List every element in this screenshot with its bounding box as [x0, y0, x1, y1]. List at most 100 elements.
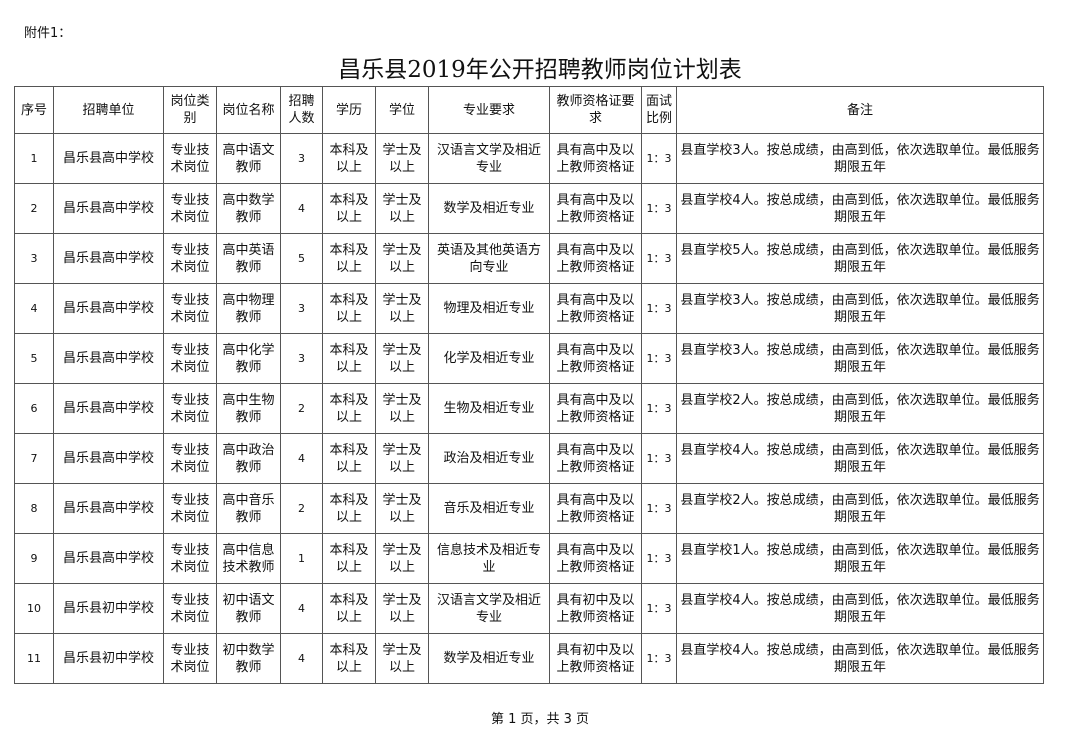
table-cell: 县直学校1人。按总成绩，由高到低，依次选取单位。最低服务期限五年: [676, 533, 1044, 584]
column-header: 学位: [375, 86, 429, 134]
table-row: 2 昌乐县高中学校 专业技术岗位 高中数学教师 4 本科及以上 学士及以上 数学及相近专业 具有…: [14, 183, 1044, 234]
table-cell: 汉语言文学及相近专业: [428, 133, 550, 184]
table-cell: 专业技术岗位: [163, 433, 217, 484]
column-header: 学历: [322, 86, 376, 134]
table-cell: 县直学校3人。按总成绩，由高到低，依次选取单位。最低服务期限五年: [676, 333, 1044, 384]
table-cell: 音乐及相近专业: [428, 483, 550, 534]
table-cell: 高中数学教师: [216, 183, 281, 234]
table-cell: 1：3: [641, 533, 677, 584]
table-cell: 学士及以上: [375, 483, 429, 534]
table-cell: 高中信息技术教师: [216, 533, 281, 584]
table-cell: 4: [280, 433, 323, 484]
table-cell: 专业技术岗位: [163, 183, 217, 234]
table-cell: 4: [280, 583, 323, 634]
table-cell: 物理及相近专业: [428, 283, 550, 334]
table-cell: 昌乐县高中学校: [53, 233, 164, 284]
table-row: 5 昌乐县高中学校 专业技术岗位 高中化学教师 3 本科及以上 学士及以上 化学及相近专业 具有…: [14, 333, 1044, 384]
table-cell: 高中语文教师: [216, 133, 281, 184]
table-row: 10 昌乐县初中学校 专业技术岗位 初中语文教师 4 本科及以上 学士及以上 汉语言文学及相近…: [14, 583, 1044, 634]
table-cell: 学士及以上: [375, 133, 429, 184]
table-cell: 本科及以上: [322, 483, 376, 534]
table-cell: 高中化学教师: [216, 333, 281, 384]
table-cell: 数学及相近专业: [428, 633, 550, 684]
table-cell: 数学及相近专业: [428, 183, 550, 234]
table-cell: 具有高中及以上教师资格证: [549, 283, 642, 334]
table-cell: 1：3: [641, 633, 677, 684]
table-cell: 初中语文教师: [216, 583, 281, 634]
table-cell: 学士及以上: [375, 583, 429, 634]
table-cell: 5: [280, 233, 323, 284]
table-cell: 初中数学教师: [216, 633, 281, 684]
table-cell: 1：3: [641, 233, 677, 284]
table-cell: 本科及以上: [322, 133, 376, 184]
table-cell: 学士及以上: [375, 233, 429, 284]
table-cell: 县直学校3人。按总成绩，由高到低，依次选取单位。最低服务期限五年: [676, 133, 1044, 184]
column-header: 岗位类别: [163, 86, 217, 134]
column-header: 备注: [676, 86, 1044, 134]
table-row: 9 昌乐县高中学校 专业技术岗位 高中信息技术教师 1 本科及以上 学士及以上 信息技术及相近…: [14, 533, 1044, 584]
table-cell: 本科及以上: [322, 533, 376, 584]
column-header: 专业要求: [428, 86, 550, 134]
table-cell: 昌乐县初中学校: [53, 633, 164, 684]
column-header: 招聘人数: [280, 86, 323, 134]
table-cell: 昌乐县初中学校: [53, 583, 164, 634]
table-cell: 县直学校4人。按总成绩，由高到低，依次选取单位。最低服务期限五年: [676, 633, 1044, 684]
column-header: 岗位名称: [216, 86, 281, 134]
table-row: 11 昌乐县初中学校 专业技术岗位 初中数学教师 4 本科及以上 学士及以上 数学及相近专业具…: [14, 633, 1044, 684]
table-cell: 汉语言文学及相近专业: [428, 583, 550, 634]
table-row: 6 昌乐县高中学校 专业技术岗位 高中生物教师 2 本科及以上 学士及以上 生物及相近专业 具有…: [14, 383, 1044, 434]
page-title: 昌乐县2019年公开招聘教师岗位计划表: [338, 57, 742, 83]
table-cell: 学士及以上: [375, 533, 429, 584]
header-row: 序号 招聘单位 岗位类别 岗位名称 招聘人数 学历 学位 专业要求 教师资格证要求 面试比例 备注: [14, 86, 1044, 134]
table-cell: 学士及以上: [375, 383, 429, 434]
table-cell: 高中音乐教师: [216, 483, 281, 534]
table-cell: 1：3: [641, 383, 677, 434]
table-cell: 3: [280, 133, 323, 184]
attachment-label: 附件1：: [24, 26, 72, 41]
table-cell: 本科及以上: [322, 333, 376, 384]
table-cell: 10: [14, 583, 54, 634]
column-header: 序号: [14, 86, 54, 134]
table-cell: 生物及相近专业: [428, 383, 550, 434]
table-cell: 高中生物教师: [216, 383, 281, 434]
table-cell: 高中政治教师: [216, 433, 281, 484]
table-cell: 县直学校4人。按总成绩，由高到低，依次选取单位。最低服务期限五年: [676, 583, 1044, 634]
table-cell: 具有高中及以上教师资格证: [549, 183, 642, 234]
table-cell: 5: [14, 333, 54, 384]
table-cell: 11: [14, 633, 54, 684]
table-cell: 3: [280, 333, 323, 384]
table-cell: 本科及以上: [322, 233, 376, 284]
table-cell: 具有高中及以上教师资格证: [549, 333, 642, 384]
table-row: 7 昌乐县高中学校 专业技术岗位 高中政治教师 4 本科及以上 学士及以上 政治及相近专业 具有…: [14, 433, 1044, 484]
table-cell: 4: [14, 283, 54, 334]
table-cell: 县直学校2人。按总成绩，由高到低，依次选取单位。最低服务期限五年: [676, 383, 1044, 434]
table-cell: 2: [14, 183, 54, 234]
table-cell: 本科及以上: [322, 583, 376, 634]
table-cell: 1：3: [641, 333, 677, 384]
table-cell: 3: [14, 233, 54, 284]
table-cell: 具有高中及以上教师资格证: [549, 383, 642, 434]
table-cell: 昌乐县高中学校: [53, 383, 164, 434]
table-cell: 英语及其他英语方向专业: [428, 233, 550, 284]
table-cell: 县直学校2人。按总成绩，由高到低，依次选取单位。最低服务期限五年: [676, 483, 1044, 534]
table-cell: 本科及以上: [322, 183, 376, 234]
table-cell: 1：3: [641, 133, 677, 184]
table-cell: 昌乐县高中学校: [53, 133, 164, 184]
table-cell: 具有高中及以上教师资格证: [549, 483, 642, 534]
table-cell: 2: [280, 383, 323, 434]
table-cell: 本科及以上: [322, 283, 376, 334]
table-cell: 专业技术岗位: [163, 283, 217, 334]
table-cell: 昌乐县高中学校: [53, 183, 164, 234]
table-cell: 2: [280, 483, 323, 534]
table-cell: 县直学校5人。按总成绩，由高到低，依次选取单位。最低服务期限五年: [676, 233, 1044, 284]
column-header: 招聘单位: [53, 86, 164, 134]
table-cell: 1：3: [641, 183, 677, 234]
table-cell: 4: [280, 183, 323, 234]
table-cell: 3: [280, 283, 323, 334]
table-cell: 学士及以上: [375, 433, 429, 484]
table-row: 3 昌乐县高中学校 专业技术岗位 高中英语教师 5 本科及以上 学士及以上 英语及其他英语方向…: [14, 233, 1044, 284]
recruitment-table: 序号 招聘单位 岗位类别 岗位名称 招聘人数 学历 学位 专业要求 教师资格证要求 面试比例 备注 …: [14, 86, 1044, 684]
table-cell: 学士及以上: [375, 183, 429, 234]
table-cell: 专业技术岗位: [163, 333, 217, 384]
table-cell: 学士及以上: [375, 633, 429, 684]
